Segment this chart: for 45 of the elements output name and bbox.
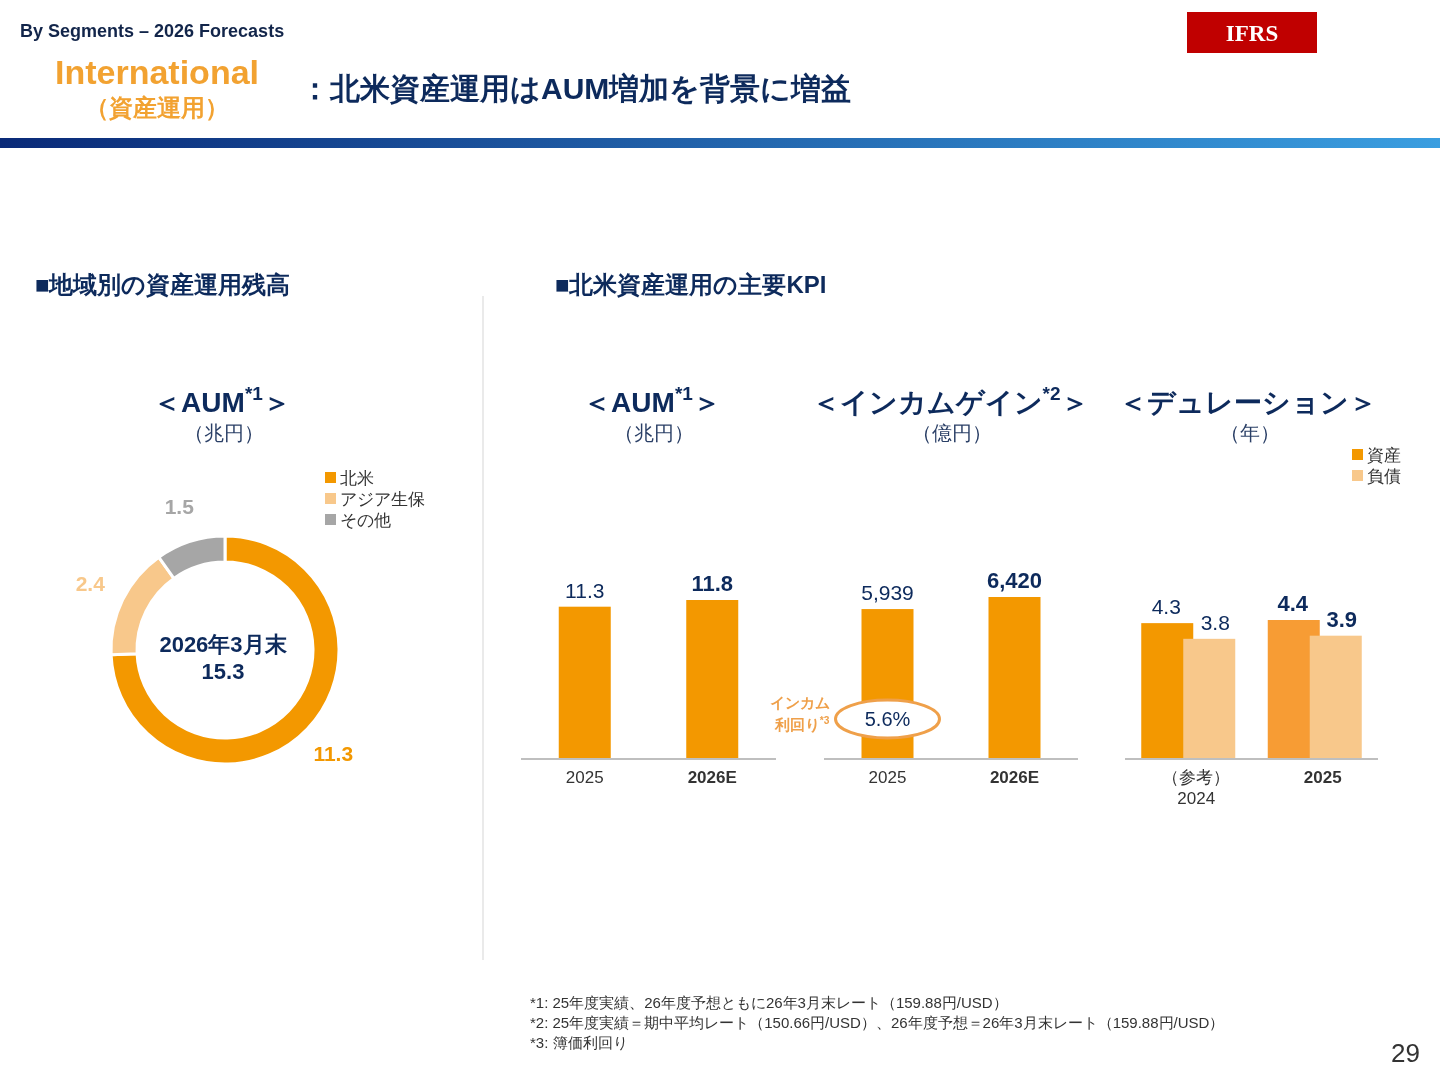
text: By Segments – 2026 Forecasts [20,21,285,41]
text: *2: 25年度実績＝期中平均レート（150.66円/USD）、26年度予想＝26年3月末レート（159.88円/USD） [530,1014,1225,1031]
x-tick-label: 2025 [1303,768,1342,787]
chart-title: ＜AUM$^{*1}$＞ [583,383,721,418]
data-label: 4.4 [1277,591,1309,616]
text: ：北米資産運用はAUM増加を背景に増益 [300,72,852,105]
text: *3: 簿価利回り [530,1034,628,1051]
legend-label: 資産 [1367,446,1401,465]
legend-label: 負債 [1367,467,1401,486]
chart-title: ＜インカムゲイン$^{*2}$＞ [811,383,1089,418]
text: 2026年3月末 [159,632,288,657]
x-tick-label: 2026E [989,768,1040,787]
data-label: 4.3 [1151,595,1181,619]
text: International [54,53,260,91]
data-label: 3.9 [1326,606,1358,632]
chart-subtitle: （兆円） [184,422,264,444]
chart-title: ＜デュレーション＞ [1119,387,1377,418]
chart-subtitle: （億円） [912,422,992,444]
text: 29 [1391,1038,1420,1068]
chart-title: ＜AUM$^{*1}$＞ [153,383,291,418]
text: IFRS [1225,21,1279,46]
data-label: 5,939 [861,581,914,605]
data-label: 6,420 [986,568,1043,593]
data-label: 11.3 [313,741,354,765]
text: ■地域別の資産運用残高 [35,271,291,298]
legend-label: アジア生保 [340,490,425,509]
text: ■北米資産運用の主要KPI [555,271,827,298]
text: *1: 25年度実績、26年度予想ともに26年3月末レート（159.88円/USD） [530,994,1008,1011]
annotation: インカム利回り$^{*3}$ [769,694,830,733]
x-tick-label: （参考） 2024 [1162,768,1231,808]
x-tick-label: 2025 [565,768,604,787]
data-label: 1.5 [164,495,195,519]
legend-label: 北米 [340,469,374,488]
text: 15.3 [201,659,245,684]
legend-label: その他 [340,511,391,530]
data-label: 3.8 [1200,610,1230,634]
annotation: 5.6% [864,708,911,730]
text: （資産運用） [85,94,229,121]
x-tick-label: 2025 [868,768,907,787]
chart-subtitle: （兆円） [614,422,694,444]
x-tick-label: 2026E [687,768,737,787]
data-label: 11.3 [565,578,605,602]
data-label: 11.8 [691,571,734,596]
chart-subtitle: （年） [1220,422,1280,444]
data-label: 2.4 [75,572,106,596]
